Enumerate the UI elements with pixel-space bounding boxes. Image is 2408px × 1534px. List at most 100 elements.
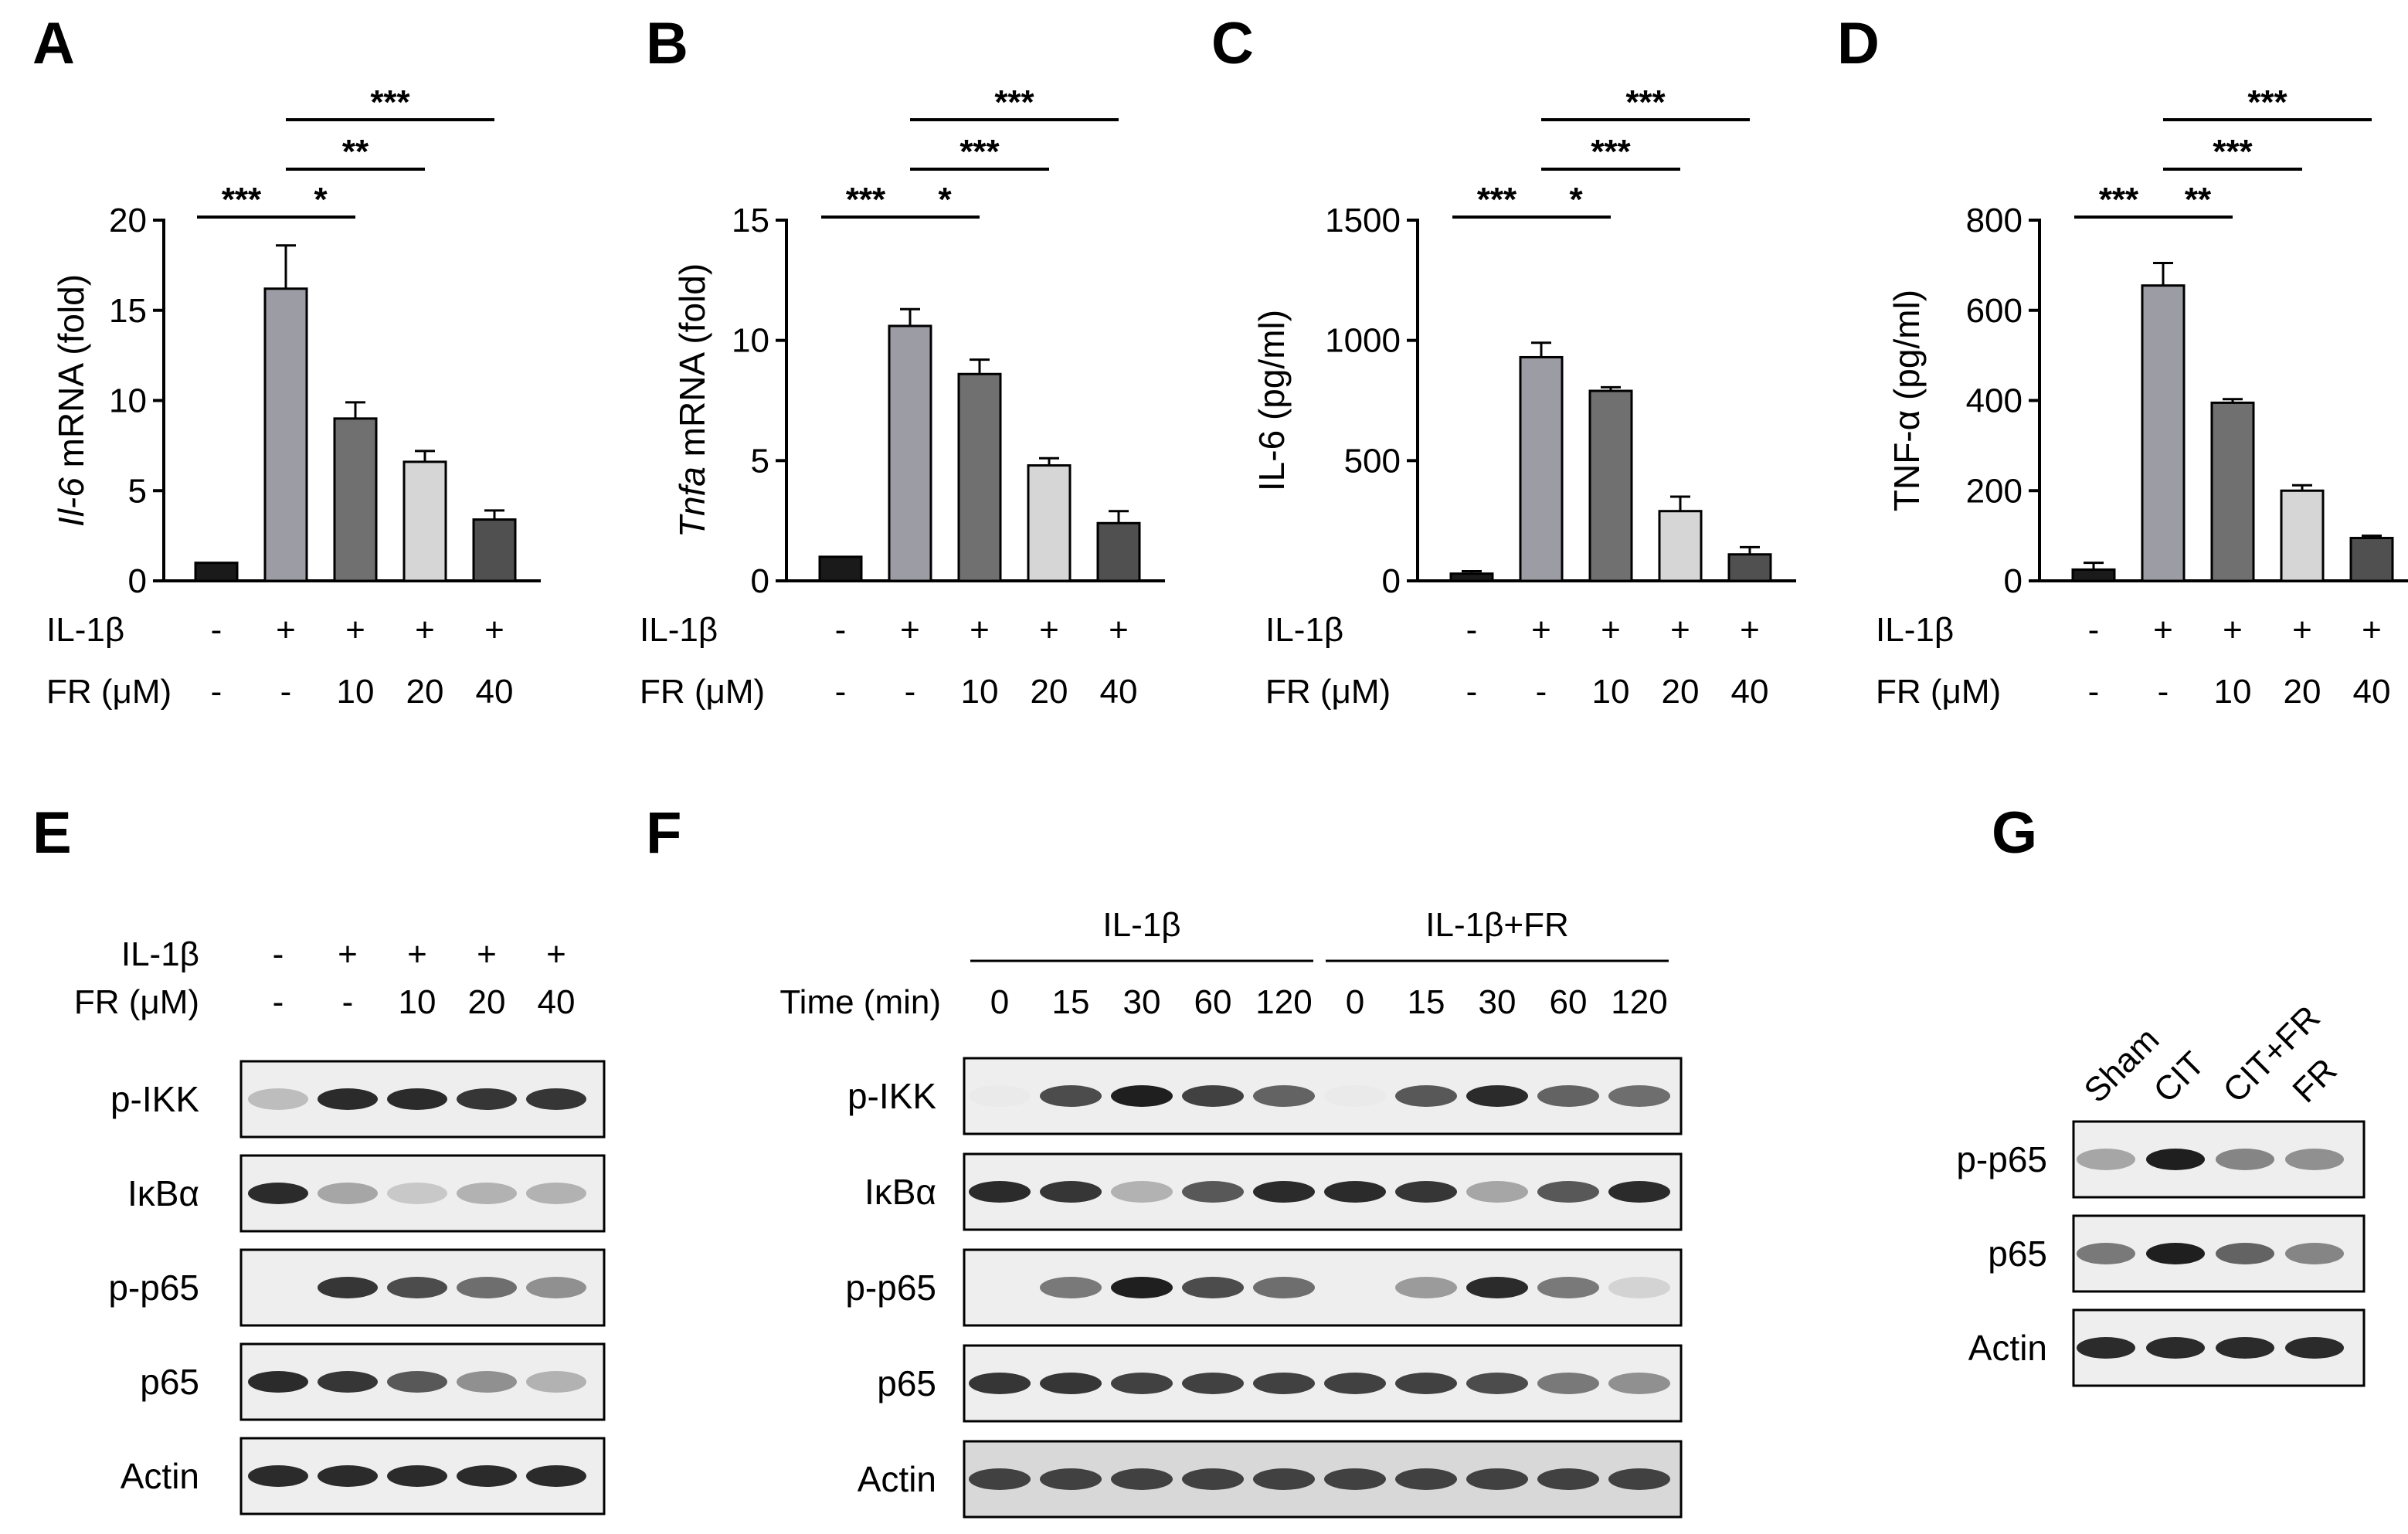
blot-band (2077, 1337, 2135, 1359)
bar (2210, 401, 2255, 582)
y-axis-label: TNF-α (pg/ml) (1887, 290, 1927, 511)
blot-band (248, 1183, 308, 1204)
blot-band (387, 1465, 447, 1487)
blot-band (2216, 1243, 2274, 1264)
blot-band (318, 1371, 378, 1393)
bar (333, 417, 378, 582)
blot-band (1182, 1468, 1244, 1490)
bar (2071, 568, 2116, 582)
condition-value: + (345, 611, 365, 649)
condition-label: FR (μM) (640, 673, 765, 711)
blot-band (1111, 1468, 1173, 1490)
blot-band (1608, 1085, 1670, 1107)
condition-value: - (1466, 673, 1478, 711)
condition-label: IL-1β (1265, 611, 1343, 649)
panel-label-g: G (1992, 800, 2037, 866)
y-tick-label: 0 (751, 562, 769, 600)
condition-value: 40 (538, 983, 576, 1021)
blot-band (1182, 1373, 1244, 1394)
blot-band (248, 1465, 308, 1487)
y-tick-label: 0 (2004, 562, 2023, 600)
condition-value: + (900, 611, 920, 649)
blot-band (1537, 1085, 1599, 1107)
significance-label: * (938, 181, 952, 219)
blot-band (1395, 1373, 1457, 1394)
condition-value: 40 (2353, 673, 2391, 711)
time-value: 30 (1479, 983, 1516, 1021)
blot-band (1324, 1468, 1386, 1490)
blot-band (969, 1181, 1031, 1203)
condition-value: - (1466, 611, 1478, 649)
condition-value: - (273, 983, 284, 1021)
condition-value: + (1740, 611, 1760, 649)
condition-value: + (546, 935, 566, 973)
blot-band (1324, 1085, 1386, 1107)
significance-label: *** (1477, 181, 1517, 219)
blot-band (1040, 1373, 1102, 1394)
y-tick-label: 0 (128, 562, 147, 600)
blot-band (457, 1183, 517, 1204)
blot-band (457, 1277, 517, 1298)
condition-value: + (2153, 611, 2173, 649)
significance-label: *** (846, 181, 886, 219)
significance-label: *** (2247, 83, 2287, 121)
time-value: 15 (1408, 983, 1445, 1021)
blot-band (1253, 1468, 1315, 1490)
blot-band (526, 1088, 586, 1110)
y-tick-label: 1000 (1325, 322, 1401, 360)
blot-band (1395, 1181, 1457, 1203)
panel-label-a: A (32, 11, 75, 76)
bar (194, 562, 239, 582)
condition-label: IL-1β (1876, 611, 1954, 649)
bar (888, 324, 932, 582)
blot-band (1466, 1277, 1528, 1298)
blot-row-label: IκBα (127, 1173, 199, 1213)
time-value: 60 (1194, 983, 1232, 1021)
blot-panel-e: IL-1β - + + + + FR (μM) - - 10 20 40 p-IKK IκBα p-p65 p… (74, 935, 606, 1515)
blot-band (318, 1465, 378, 1487)
blot-band (526, 1465, 586, 1487)
bar (1449, 572, 1494, 582)
blot-band (1111, 1181, 1173, 1203)
y-tick-label: 800 (1966, 202, 2023, 239)
significance-label: ** (2185, 181, 2212, 219)
blot-band (1537, 1373, 1599, 1394)
panel-label-c: C (1211, 11, 1254, 76)
blot-band (248, 1088, 308, 1110)
significance-label: *** (959, 133, 1000, 171)
significance-label: ** (342, 133, 369, 171)
blot-band (1395, 1085, 1457, 1107)
blot-band (457, 1088, 517, 1110)
blot-band (2077, 1149, 2135, 1170)
blot-band (387, 1277, 447, 1298)
bar (818, 555, 863, 582)
blot-band (2285, 1149, 2344, 1170)
blot-band (1608, 1468, 1670, 1490)
blot-band (1466, 1181, 1528, 1203)
condition-value: 20 (1031, 673, 1068, 711)
bar (1027, 464, 1072, 582)
bar (2141, 284, 2186, 582)
condition-value: - (2088, 611, 2100, 649)
blot-row-label: IκBα (864, 1172, 936, 1212)
condition-value: + (970, 611, 990, 649)
blot-band (2077, 1243, 2135, 1264)
blot-row-label: p65 (877, 1363, 936, 1403)
blot-band (1466, 1373, 1528, 1394)
condition-label: IL-1β (46, 611, 124, 649)
panel-label-b: B (646, 11, 688, 76)
blot-band (2146, 1243, 2205, 1264)
condition-value: + (276, 611, 296, 649)
blot-row-label: p-p65 (845, 1268, 936, 1308)
blot-band (526, 1371, 586, 1393)
condition-value: 20 (2284, 673, 2321, 711)
blot-band (1253, 1373, 1315, 1394)
panel-label-f: F (646, 800, 681, 866)
significance-label: * (1569, 181, 1583, 219)
condition-value: - (835, 611, 847, 649)
blot-band (2285, 1337, 2344, 1359)
